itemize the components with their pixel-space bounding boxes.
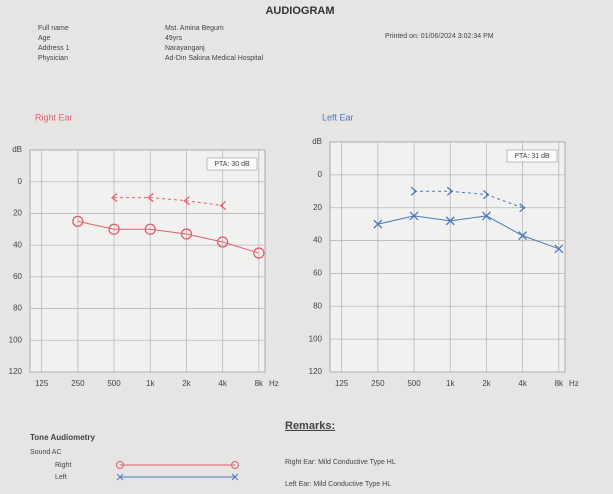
plot-area — [30, 150, 265, 372]
x-tick-label: 250 — [371, 379, 385, 388]
field-label: Physician — [38, 55, 68, 62]
field-value: Mst. Amina Begum — [165, 25, 224, 32]
y-tick-label: 40 — [13, 240, 22, 249]
remark: Right Ear: Mild Conductive Type HL — [285, 459, 396, 466]
field-value: Narayanganj — [165, 45, 205, 52]
x-tick-label: 4k — [218, 379, 227, 388]
y-tick-label: 20 — [313, 203, 322, 212]
legend-label: Right — [55, 462, 71, 469]
field-value: 49yrs — [165, 35, 183, 42]
remarks-title: Remarks: — [285, 420, 335, 432]
x-tick-label: 500 — [407, 379, 421, 388]
x-tick-label: 125 — [35, 379, 49, 388]
doc-title: AUDIOGRAM — [265, 5, 334, 17]
x-tick-label: 8k — [255, 379, 264, 388]
x-tick-label: 500 — [107, 379, 121, 388]
annotation: PTA: 30 dB — [214, 161, 250, 168]
y-tick-label: 60 — [13, 272, 22, 281]
chart-title: Left Ear — [322, 112, 354, 122]
field-value: Ad-Din Sakina Medical Hospital — [165, 55, 263, 62]
x-tick-label: 1k — [146, 379, 155, 388]
y-tick-label: 120 — [9, 367, 23, 376]
y-axis-label: dB — [12, 145, 22, 154]
printed-on: Printed on: 01/06/2024 3:02:34 PM — [385, 33, 494, 40]
y-tick-label: 0 — [318, 170, 323, 179]
y-axis-label: dB — [312, 137, 322, 146]
document: AUDIOGRAM Printed on: 01/06/2024 3:02:34… — [0, 0, 613, 494]
x-tick-label: 8k — [555, 379, 564, 388]
field-label: Full name — [38, 25, 69, 32]
y-tick-label: 120 — [309, 367, 323, 376]
x-tick-label: 1k — [446, 379, 455, 388]
y-tick-label: 20 — [13, 209, 22, 218]
page: { "header": { "title": "AUDIOGRAM", "fie… — [0, 0, 613, 494]
x-tick-label: 4k — [518, 379, 527, 388]
plot-area — [330, 142, 565, 372]
y-tick-label: 100 — [9, 335, 23, 344]
x-tick-label: 2k — [482, 379, 491, 388]
annotation: PTA: 31 dB — [514, 153, 550, 160]
chart-title: Right Ear — [35, 112, 73, 122]
field-label: Address 1 — [38, 45, 70, 52]
x-tick-label: 125 — [335, 379, 349, 388]
x-axis-label: Hz — [569, 379, 579, 388]
y-tick-label: 0 — [18, 177, 23, 186]
tone-subtitle: Sound AC — [30, 449, 62, 456]
x-tick-label: 2k — [182, 379, 191, 388]
field-label: Age — [38, 35, 51, 42]
tone-title: Tone Audiometry — [30, 433, 95, 442]
y-tick-label: 60 — [313, 269, 322, 278]
y-tick-label: 80 — [13, 304, 22, 313]
y-tick-label: 80 — [313, 301, 322, 310]
x-tick-label: 250 — [71, 379, 85, 388]
x-axis-label: Hz — [269, 379, 279, 388]
y-tick-label: 100 — [309, 334, 323, 343]
y-tick-label: 40 — [313, 236, 322, 245]
legend-label: Left — [55, 474, 67, 481]
remark: Left Ear: Mild Conductive Type HL — [285, 481, 391, 488]
